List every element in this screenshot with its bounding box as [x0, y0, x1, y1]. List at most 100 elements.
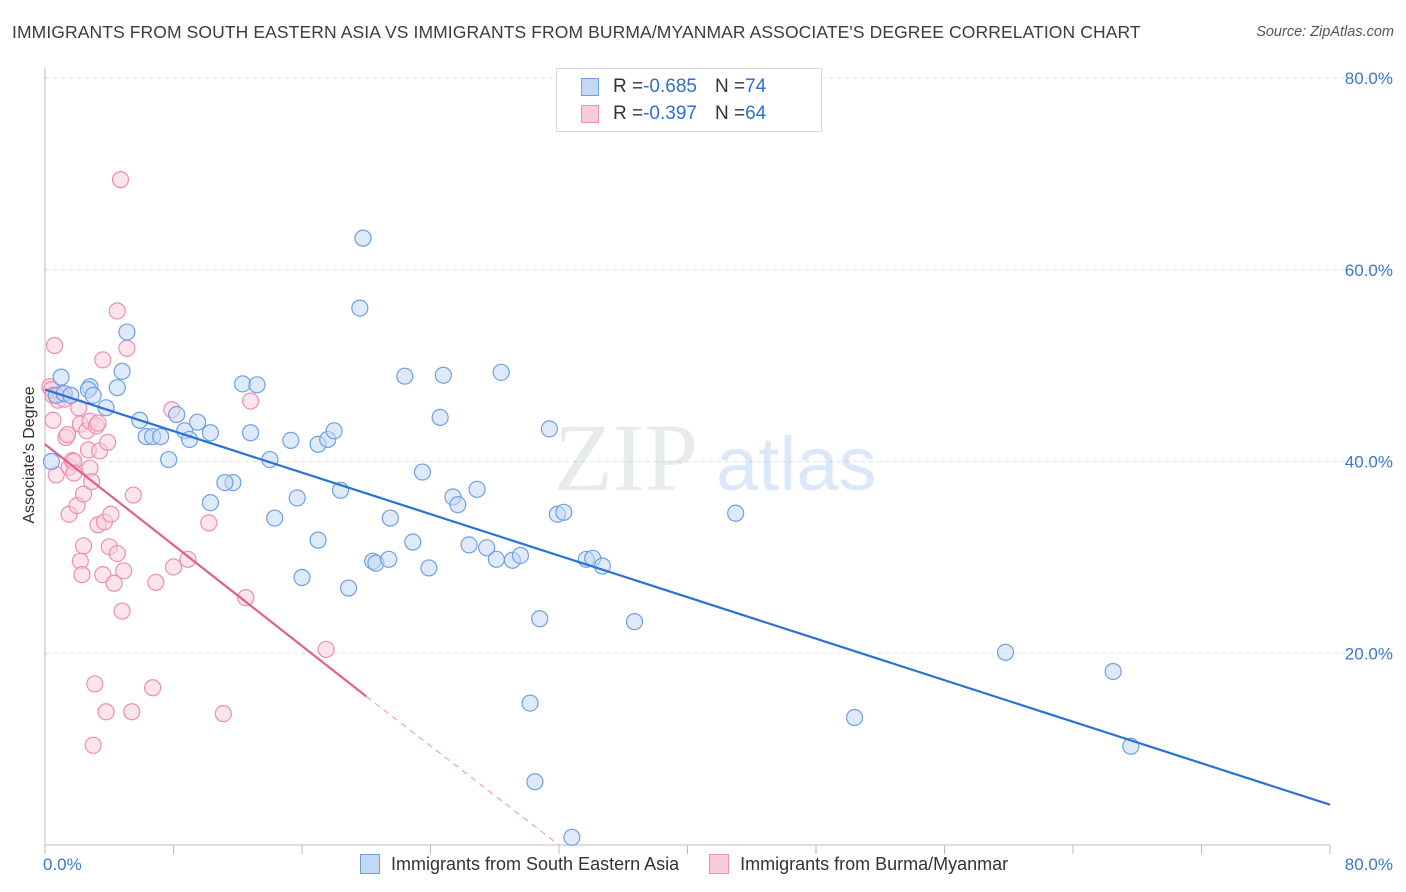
sea-point	[42, 452, 61, 471]
sea-point	[380, 550, 398, 568]
watermark-atlas: atlas	[716, 422, 877, 507]
sea-point	[339, 579, 358, 597]
sea-point	[511, 546, 530, 565]
burma-point	[74, 485, 93, 503]
sea-point	[625, 613, 644, 631]
sea-point	[84, 386, 102, 404]
legend-swatch-sea	[360, 854, 380, 874]
legend-label-sea: Immigrants from South Eastern Asia	[391, 853, 680, 874]
sea-point	[521, 694, 539, 712]
burma-point	[179, 550, 197, 568]
sea-point	[309, 531, 327, 549]
sea-point	[188, 413, 207, 431]
source-label: Source: ZipAtlas.com	[1256, 24, 1394, 40]
r-value: -0.685	[643, 76, 697, 97]
tick-labels: 20.0% 40.0% 60.0% 80.0% 0.0% 80.0%	[43, 69, 1393, 874]
sea-point	[413, 463, 432, 481]
y-tick-label: 80.0%	[1345, 69, 1393, 88]
burma-point	[317, 640, 335, 659]
burma-point	[164, 558, 183, 576]
sea-point	[201, 494, 220, 512]
r-label: R =	[613, 76, 644, 97]
burma-point	[118, 339, 136, 357]
burma-point	[242, 392, 260, 410]
burma-trend-extension	[365, 695, 560, 846]
x-tick-label: 0.0%	[43, 855, 82, 874]
sea-point	[1104, 662, 1122, 681]
sea-point	[351, 299, 369, 317]
legend-item-burma[interactable]: Immigrants from Burma/Myanmar	[709, 854, 1008, 875]
burma-trend-line	[44, 443, 367, 698]
sea-point	[108, 379, 126, 397]
sea-point	[248, 376, 266, 394]
watermark: ZIP atlas	[554, 404, 877, 511]
watermark-zip: ZIP	[554, 404, 698, 511]
sea-point	[434, 366, 452, 384]
burma-point	[108, 302, 126, 320]
burma-point	[94, 351, 112, 369]
chart-title: IMMIGRANTS FROM SOUTH EASTERN ASIA VS IM…	[12, 22, 1141, 42]
sea-point	[531, 610, 549, 628]
r-value: -0.397	[643, 103, 697, 124]
burma-point	[144, 679, 162, 697]
grid-lines	[45, 77, 1392, 654]
burma-point	[86, 675, 104, 693]
sea-point	[431, 408, 449, 426]
burma-point	[115, 562, 133, 580]
sea-point	[487, 550, 505, 568]
series-burma-points	[41, 171, 335, 754]
burma-point	[73, 566, 91, 584]
series-legend: Immigrants from South Eastern Asia Immig…	[360, 852, 1038, 876]
n-value: 64	[745, 103, 767, 124]
trend-lines	[44, 388, 1331, 846]
sea-point	[478, 539, 496, 557]
sea-point	[555, 503, 573, 521]
legend-swatch-burma	[581, 105, 599, 123]
burma-point	[237, 589, 255, 607]
burma-point	[147, 573, 165, 591]
stats-row-burma: R = -0.397 N = 64	[581, 102, 766, 126]
burma-point	[84, 736, 102, 754]
sea-point	[242, 424, 260, 442]
burma-point	[74, 537, 93, 555]
burma-point	[113, 602, 131, 620]
sea-point	[282, 431, 300, 450]
sea-point	[293, 568, 311, 587]
sea-point	[460, 536, 478, 554]
legend-item-sea[interactable]: Immigrants from South Eastern Asia	[360, 854, 679, 875]
burma-point	[102, 505, 120, 523]
legend-label-burma: Immigrants from Burma/Myanmar	[740, 853, 1009, 874]
burma-point	[58, 426, 77, 444]
sea-point	[492, 363, 510, 381]
y-tick-label: 40.0%	[1345, 453, 1393, 472]
n-label: N =	[714, 103, 746, 124]
burma-point	[44, 411, 62, 429]
burma-point	[108, 544, 126, 563]
sea-point	[468, 480, 486, 498]
burma-point	[97, 703, 115, 721]
sea-point	[404, 533, 422, 551]
legend-swatch-sea	[581, 78, 599, 96]
sea-trend-line	[44, 388, 1331, 806]
sea-point	[727, 504, 745, 522]
y-tick-label: 60.0%	[1345, 261, 1393, 280]
r-label: R =	[613, 103, 644, 124]
burma-point	[214, 705, 232, 723]
burma-point	[111, 171, 130, 189]
sea-point	[845, 708, 864, 727]
stats-row-sea: R = -0.685 N = 74	[581, 75, 766, 99]
sea-point	[996, 643, 1015, 661]
sea-point	[325, 422, 343, 440]
sea-point	[449, 496, 467, 514]
burma-point	[46, 336, 64, 355]
sea-point	[563, 828, 581, 846]
sea-point	[526, 773, 544, 791]
sea-point	[540, 420, 558, 438]
sea-point	[113, 362, 131, 380]
sea-point	[381, 509, 399, 527]
sea-point	[152, 427, 170, 446]
sea-point	[118, 323, 136, 341]
sea-point	[420, 559, 438, 577]
burma-point	[200, 514, 218, 532]
